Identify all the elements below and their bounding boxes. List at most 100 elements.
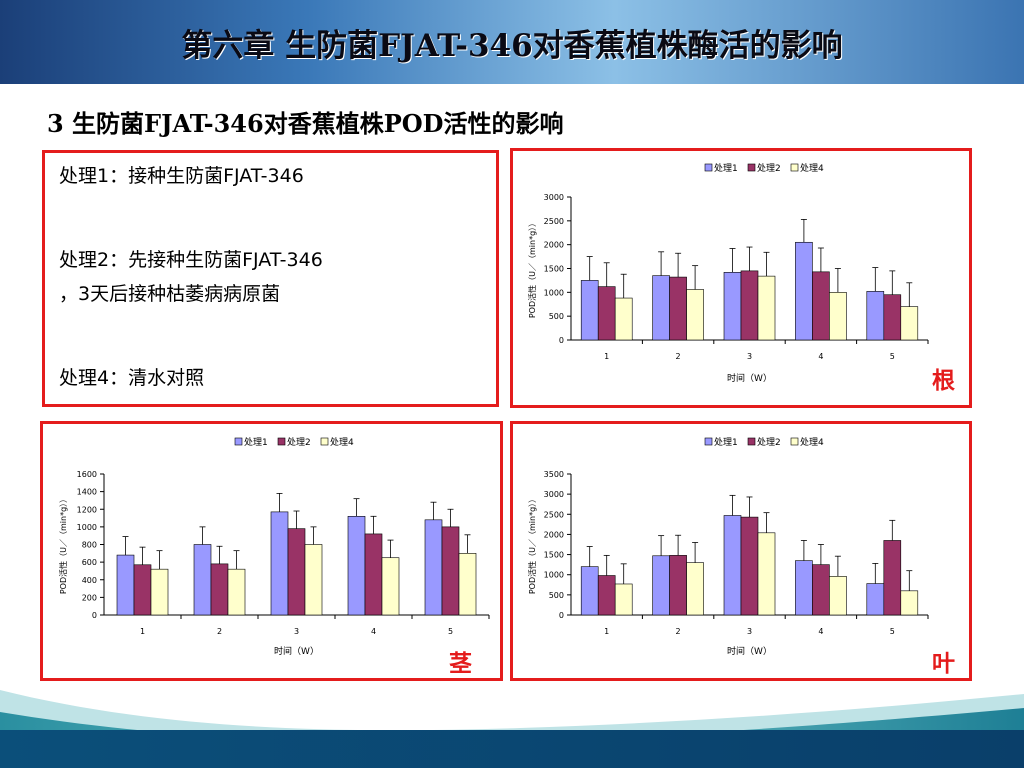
- chart-stem-box: 0 200 400 600 800 1000 1200 1400 1600 1 2 3 4 5 处理1 处理2…: [40, 421, 503, 681]
- treatment-2-text: 处理2：先接种生防菌FJAT-346: [59, 249, 323, 271]
- x-tick-label: 2: [676, 352, 681, 361]
- bar: [883, 294, 902, 341]
- bar: [812, 271, 830, 341]
- x-tick-label: 2: [676, 627, 681, 636]
- x-tick-label: 1: [140, 627, 145, 636]
- bar: [580, 566, 599, 616]
- bar: [597, 575, 616, 616]
- y-tick-label: 2000: [544, 241, 564, 250]
- x-tick-label: 4: [371, 627, 376, 636]
- bar: [757, 275, 776, 341]
- y-axis-label: POD活性（U／（min*g））: [527, 495, 537, 594]
- y-tick-label: 500: [549, 591, 564, 600]
- legend-label: 处理2: [757, 162, 781, 174]
- bar: [441, 526, 460, 616]
- bar: [116, 554, 135, 616]
- x-tick-label: 5: [890, 352, 895, 361]
- chart-root-box: 0 500 1000 1500 2000 2500 3000 1 2 3 4 5 处理1 处理2 处理4 时间…: [510, 148, 972, 408]
- chart-leaf-box: 0 500 1000 1500 2000 2500 3000 3500 1 2 3 4 5 处理1 处理2 处…: [510, 421, 972, 681]
- bar: [866, 583, 885, 616]
- bar: [652, 555, 670, 616]
- chart-stem: 0 200 400 600 800 1000 1200 1400 1600 1 2 3 4 5 处理1 处理2…: [58, 436, 490, 657]
- bar: [866, 291, 885, 341]
- bar: [614, 583, 633, 616]
- bar: [652, 275, 670, 341]
- bar: [597, 286, 616, 341]
- y-tick-label: 1000: [544, 571, 564, 580]
- legend-swatch: [704, 437, 713, 446]
- bar: [580, 280, 599, 341]
- legend-label: 处理2: [287, 436, 311, 448]
- x-axis-label: 时间（W）: [727, 645, 772, 657]
- x-tick-label: 1: [604, 352, 609, 361]
- legend-label: 处理1: [714, 162, 738, 174]
- y-tick-label: 0: [559, 611, 564, 620]
- legend-swatch: [704, 163, 713, 172]
- legend-swatch: [234, 437, 243, 446]
- chart-root: 0 500 1000 1500 2000 2500 3000 1 2 3 4 5 处理1 处理2 处理4 时间…: [527, 162, 929, 384]
- y-tick-label: 200: [82, 593, 97, 602]
- bar: [193, 544, 212, 616]
- bar: [364, 533, 383, 616]
- y-tick-label: 500: [549, 312, 564, 321]
- legend-swatch: [320, 437, 329, 446]
- bar: [287, 528, 306, 616]
- y-tick-label: 2500: [544, 217, 564, 226]
- header-banner: [0, 0, 1024, 84]
- bar: [270, 511, 289, 616]
- bar: [829, 292, 847, 341]
- bar: [227, 568, 246, 616]
- slide-title: 第六章 生防菌FJAT-346对香蕉植株酶活的影响: [181, 27, 843, 64]
- legend-label: 处理4: [800, 162, 824, 174]
- y-tick-label: 600: [82, 558, 97, 567]
- legend-swatch: [790, 437, 799, 446]
- x-tick-label: 4: [818, 627, 823, 636]
- bar: [304, 544, 323, 616]
- bar: [900, 306, 919, 341]
- legend-swatch: [277, 437, 286, 446]
- bar: [795, 560, 813, 616]
- y-tick-label: 0: [92, 611, 97, 620]
- bar: [740, 270, 759, 341]
- bar: [740, 516, 759, 616]
- legend-label: 处理1: [244, 436, 268, 448]
- bar: [900, 590, 919, 616]
- bar: [812, 564, 830, 616]
- treatment-1-text: 处理1：接种生防菌FJAT-346: [59, 165, 304, 187]
- legend-label: 处理1: [714, 436, 738, 448]
- bar: [686, 562, 704, 616]
- x-tick-label: 5: [448, 627, 453, 636]
- legend-swatch: [790, 163, 799, 172]
- y-tick-label: 1500: [544, 551, 564, 560]
- x-tick-label: 4: [818, 352, 823, 361]
- y-tick-label: 2000: [544, 530, 564, 539]
- x-axis-label: 时间（W）: [727, 372, 772, 384]
- y-tick-label: 1000: [544, 288, 564, 297]
- y-tick-label: 1500: [544, 265, 564, 274]
- y-tick-label: 1200: [77, 505, 97, 514]
- bar: [723, 515, 742, 616]
- bar: [424, 519, 443, 616]
- y-tick-label: 2500: [544, 510, 564, 519]
- bar: [757, 532, 776, 616]
- section-subtitle: 3 生防菌FJAT-346对香蕉植株POD活性的影响: [47, 109, 564, 138]
- legend-label: 处理2: [757, 436, 781, 448]
- bar: [347, 516, 366, 616]
- x-tick-label: 5: [890, 627, 895, 636]
- bar: [883, 540, 902, 616]
- bar: [686, 289, 704, 341]
- y-tick-label: 3500: [544, 470, 564, 479]
- y-tick-label: 1400: [77, 488, 97, 497]
- legend-label: 处理4: [800, 436, 824, 448]
- y-axis-label: POD活性（U／（min*g））: [58, 495, 68, 594]
- bar: [210, 563, 229, 616]
- x-tick-label: 1: [604, 627, 609, 636]
- organ-label-root: 根: [932, 368, 955, 394]
- x-tick-label: 3: [747, 352, 752, 361]
- x-axis-label: 时间（W）: [274, 645, 319, 657]
- bar: [669, 276, 687, 341]
- bar: [614, 297, 633, 341]
- y-tick-label: 0: [559, 336, 564, 345]
- bar: [795, 241, 813, 341]
- bar: [723, 272, 742, 341]
